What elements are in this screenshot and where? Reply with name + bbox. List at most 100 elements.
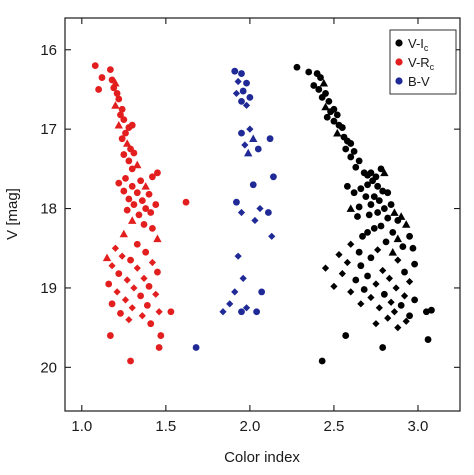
data-point-v-ic <box>318 357 326 365</box>
data-point-v-rc <box>155 344 163 351</box>
data-point-v-rc <box>138 312 146 320</box>
data-point-v-rc <box>110 84 118 92</box>
data-point-v-rc <box>123 276 131 284</box>
data-point-v-ic <box>401 268 408 276</box>
data-point-v-rc <box>118 135 126 143</box>
data-point-b-v <box>238 129 245 137</box>
data-point-v-ic <box>411 296 419 304</box>
data-point-b-v <box>251 216 259 225</box>
data-point-v-rc <box>128 216 137 224</box>
data-point-v-ic <box>352 163 360 171</box>
data-point-b-v <box>264 209 272 216</box>
data-point-v-ic <box>406 232 413 240</box>
data-point-v-ic <box>355 157 363 165</box>
data-point-v-ic <box>357 185 365 193</box>
data-point-v-ic <box>352 276 360 284</box>
data-point-v-ic <box>369 177 376 185</box>
data-point-v-rc <box>143 302 151 309</box>
data-point-v-rc <box>145 282 153 290</box>
data-point-v-ic <box>321 102 330 111</box>
data-point-v-rc <box>145 190 153 198</box>
data-point-v-rc <box>133 160 142 169</box>
data-point-v-ic <box>400 292 409 300</box>
data-point-b-v <box>237 208 246 217</box>
data-point-b-v <box>243 79 250 87</box>
data-point-v-rc <box>106 332 114 339</box>
data-point-v-ic <box>367 201 375 208</box>
x-tick-label: 1.5 <box>155 418 176 435</box>
data-point-v-rc <box>95 86 103 93</box>
data-point-v-rc <box>128 121 136 129</box>
data-point-v-rc <box>106 66 114 74</box>
data-point-v-ic <box>364 181 371 189</box>
data-point-v-rc <box>167 308 175 316</box>
data-point-v-ic <box>354 213 361 220</box>
data-point-v-rc <box>120 187 128 195</box>
data-point-v-rc <box>115 270 123 278</box>
legend: V-IcV-RcB-V <box>389 29 457 95</box>
data-point-v-ic <box>343 182 351 190</box>
data-point-v-ic <box>394 256 402 264</box>
series-v-rc <box>91 62 190 365</box>
data-point-v-ic <box>377 165 385 173</box>
data-point-v-rc <box>128 182 136 190</box>
legend-label-subscript: c <box>424 43 429 53</box>
data-point-v-ic <box>372 320 380 328</box>
data-point-v-ic <box>372 280 380 288</box>
data-point-v-ic <box>389 228 397 236</box>
x-tick-label: 1.0 <box>71 418 92 435</box>
data-point-v-rc <box>147 320 155 328</box>
data-point-b-v <box>233 198 240 206</box>
data-point-v-rc <box>152 290 160 298</box>
data-point-v-ic <box>319 78 329 87</box>
legend-label-main: V-I <box>408 36 424 51</box>
axis-ticks: 1.0 1.5 2.0 2.5 3.0 16 17 18 19 20 <box>40 18 460 435</box>
legend-label: V-Rc <box>408 55 435 72</box>
data-point-v-rc <box>133 240 141 248</box>
data-point-v-ic <box>406 312 413 320</box>
data-point-v-ic <box>338 124 346 131</box>
data-point-v-rc <box>115 95 123 103</box>
data-point-v-rc <box>102 253 112 262</box>
series-b-v <box>192 67 277 351</box>
data-point-v-rc <box>125 316 133 324</box>
data-point-b-v <box>239 274 247 283</box>
data-point-v-rc <box>118 252 126 260</box>
data-point-v-ic <box>333 128 342 137</box>
data-point-v-rc <box>130 149 138 157</box>
series-v-ic <box>293 63 435 365</box>
data-point-v-rc <box>122 129 129 137</box>
data-point-v-ic <box>384 314 392 322</box>
data-point-v-rc <box>155 308 163 316</box>
data-point-v-ic <box>335 250 343 259</box>
data-point-b-v <box>231 288 239 296</box>
data-point-b-v <box>246 93 254 101</box>
data-point-b-v <box>238 97 245 105</box>
data-point-b-v <box>256 204 264 213</box>
data-point-v-rc <box>148 258 157 267</box>
data-point-b-v <box>242 304 251 312</box>
data-point-v-ic <box>385 274 394 283</box>
data-point-v-ic <box>310 82 318 89</box>
data-point-v-rc <box>127 357 134 365</box>
data-point-v-ic <box>428 306 435 314</box>
data-point-v-rc <box>128 165 136 173</box>
legend-label-subscript: c <box>430 62 435 72</box>
data-point-v-ic <box>357 262 365 270</box>
data-point-v-rc <box>98 74 106 81</box>
data-point-v-rc <box>142 248 150 256</box>
data-point-v-ic <box>355 203 363 211</box>
data-point-v-rc <box>119 229 129 238</box>
data-point-v-ic <box>411 260 419 268</box>
data-point-b-v <box>238 70 245 77</box>
data-point-v-rc <box>125 157 133 165</box>
data-point-v-ic <box>375 197 383 205</box>
data-point-v-rc <box>113 90 121 97</box>
data-point-v-rc <box>142 205 150 212</box>
data-point-v-ic <box>382 238 390 246</box>
data-point-b-v <box>232 89 241 98</box>
data-point-v-ic <box>347 288 355 296</box>
data-point-b-v <box>258 288 266 296</box>
data-point-v-ic <box>396 212 406 220</box>
data-point-v-rc <box>115 179 123 187</box>
